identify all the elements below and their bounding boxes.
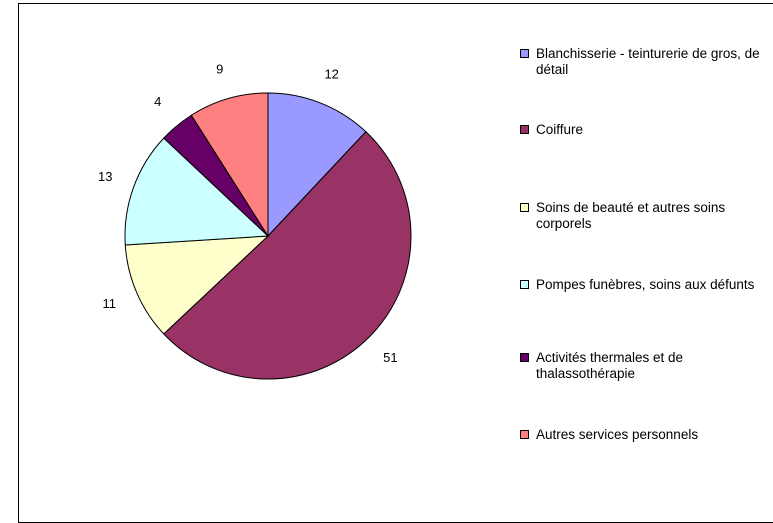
data-label: 9: [216, 61, 223, 76]
legend-label: Blanchisserie - teinturerie de gros, de …: [536, 46, 760, 77]
legend-item: Autres services personnels: [520, 427, 765, 443]
legend-swatch: [520, 203, 529, 212]
legend-item: Blanchisserie - teinturerie de gros, de …: [520, 46, 765, 78]
data-label: 12: [324, 67, 338, 82]
data-label: 51: [383, 350, 397, 365]
data-label: 4: [154, 94, 161, 109]
pie-slice: [124, 235, 270, 335]
pie-slice: [163, 131, 412, 380]
chart: 12 51 11 13 4 9: [98, 61, 412, 380]
legend-item: Coiffure: [520, 122, 765, 138]
legend-swatch: [520, 49, 529, 58]
data-label: 11: [102, 296, 116, 311]
legend-label: Activités thermales et de thalassothérap…: [536, 350, 684, 381]
legend-label: Soins de beauté et autres soins corporel…: [536, 200, 726, 231]
legend-label: Coiffure: [536, 122, 584, 137]
legend-swatch: [520, 353, 529, 362]
legend-label: Pompes funèbres, soins aux défunts: [536, 277, 755, 292]
legend-label: Autres services personnels: [536, 427, 699, 442]
pie-slice: [124, 137, 270, 246]
legend-item: Activités thermales et de thalassothérap…: [520, 350, 765, 382]
page: {"chart_data": {"type": "pie", "categori…: [18, 3, 773, 523]
legend-item: Soins de beauté et autres soins corporel…: [520, 200, 730, 232]
legend-swatch: [520, 125, 529, 134]
pie-slice: [267, 92, 367, 238]
pie-slice: [190, 92, 269, 238]
legend-swatch: [520, 280, 529, 289]
legend-swatch: [520, 430, 529, 439]
legend-item: Pompes funèbres, soins aux défunts: [520, 277, 765, 293]
data-label: 13: [98, 169, 112, 184]
